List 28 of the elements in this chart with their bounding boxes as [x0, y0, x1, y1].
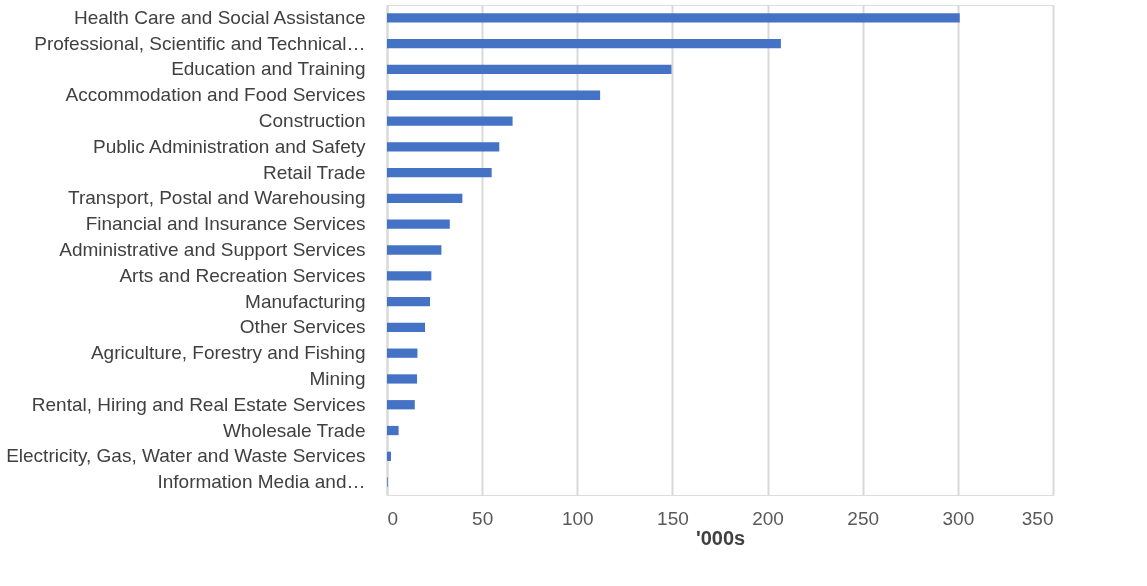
x-tick-label: 300: [942, 507, 975, 529]
y-tick-label: Professional, Scientific and Technical…: [34, 32, 366, 54]
y-tick-label: Accommodation and Food Services: [65, 84, 366, 106]
y-tick-label: Other Services: [239, 316, 366, 338]
x-axis-title: '000s: [695, 526, 746, 549]
y-tick-label: Health Care and Social Assistance: [74, 6, 366, 28]
y-tick-label: Education and Training: [171, 58, 366, 80]
y-tick-label: Administrative and Support Services: [59, 239, 366, 260]
y-tick-label: Construction: [258, 110, 366, 132]
y-tick-label: Retail Trade: [263, 161, 366, 183]
y-tick-label: Public Administration and Safety: [93, 135, 366, 157]
y-tick-label: Manufacturing: [245, 290, 366, 312]
y-tick-label: Arts and Recreation Services: [119, 264, 366, 286]
y-tick-label: Transport, Postal and Warehousing: [68, 187, 366, 209]
x-tick-label: 0: [387, 507, 399, 529]
y-tick-label: Agriculture, Forestry and Fishing: [90, 342, 366, 364]
y-tick-label: Electricity, Gas, Water and Waste Services: [6, 445, 366, 467]
y-tick-label: Mining: [309, 367, 366, 389]
x-tick-label: 250: [847, 507, 880, 529]
y-tick-label: Financial and Insurance Services: [85, 213, 366, 235]
x-tick-label: 50: [472, 507, 494, 529]
y-tick-label: Rental, Hiring and Real Estate Services: [31, 393, 366, 415]
y-tick-label: Information Media and…: [157, 471, 366, 493]
y-tick-label: Wholesale Trade: [222, 419, 366, 441]
x-tick-label: 350: [1021, 507, 1054, 529]
x-tick-label: 200: [752, 507, 784, 529]
x-tick-label: 150: [657, 507, 689, 529]
x-tick-label: 100: [561, 507, 594, 529]
